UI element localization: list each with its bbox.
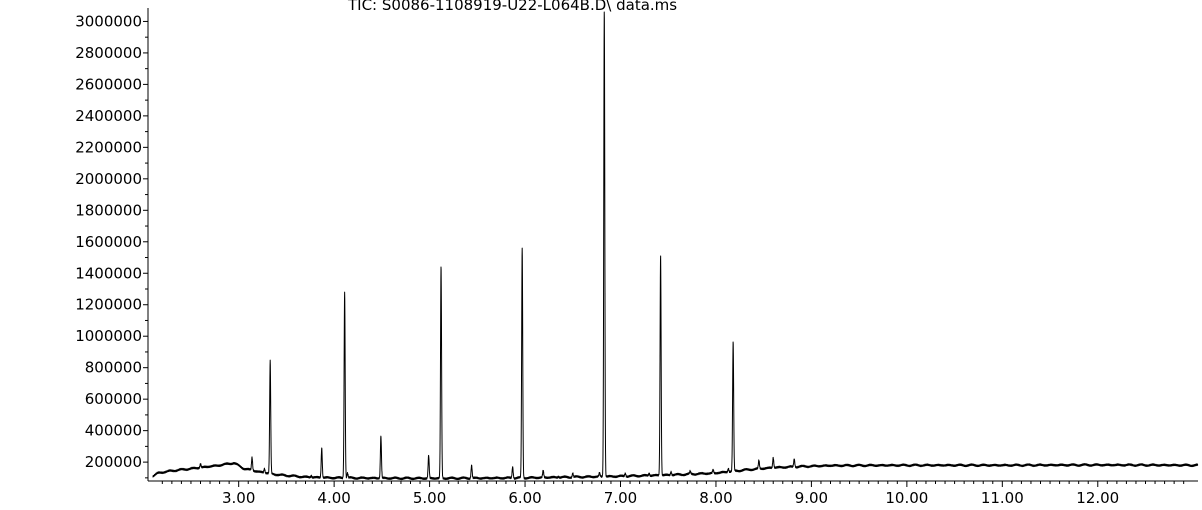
y-tick-label: 400000 <box>85 422 142 440</box>
x-tick-label: 6.00 <box>508 489 541 507</box>
x-tick-label: 3.00 <box>222 489 255 507</box>
y-tick-label: 3000000 <box>75 12 142 30</box>
y-tick-label: 1200000 <box>75 296 142 314</box>
y-tick-label: 800000 <box>85 359 142 377</box>
chart-title: TIC: S0086-1108919-U22-L064B.D\ data.ms <box>348 0 678 14</box>
x-tick-label: 12.00 <box>1076 489 1119 507</box>
x-tick-label: 5.00 <box>413 489 446 507</box>
x-tick-label: 7.00 <box>604 489 637 507</box>
x-tick-label: 11.00 <box>981 489 1024 507</box>
y-tick-label: 1800000 <box>75 201 142 219</box>
y-tick-label: 1000000 <box>75 327 142 345</box>
y-axis-ticks: 200000 400000 600000 800000 1000000 1200000 14… <box>75 12 148 479</box>
y-tick-label: 2800000 <box>75 44 142 62</box>
y-tick-label: 2000000 <box>75 170 142 188</box>
series-lines <box>152 11 1199 481</box>
y-tick-label: 600000 <box>85 390 142 408</box>
x-tick-label: 10.00 <box>885 489 928 507</box>
y-tick-label: 2600000 <box>75 75 142 93</box>
plot-axes <box>147 8 1198 482</box>
y-tick-label: 1600000 <box>75 233 142 251</box>
y-tick-label: 200000 <box>85 453 142 471</box>
x-tick-label: 4.00 <box>317 489 350 507</box>
y-tick-label: 2400000 <box>75 107 142 125</box>
series-line <box>152 11 1199 481</box>
x-tick-label: 9.00 <box>795 489 828 507</box>
y-tick-label: 1400000 <box>75 264 142 282</box>
y-tick-label: 2200000 <box>75 138 142 156</box>
x-tick-label: 8.00 <box>699 489 732 507</box>
x-axis-ticks: 3.00 4.00 5.00 6.00 7.00 8.00 9.00 10.00 11.00 12… <box>161 481 1185 507</box>
